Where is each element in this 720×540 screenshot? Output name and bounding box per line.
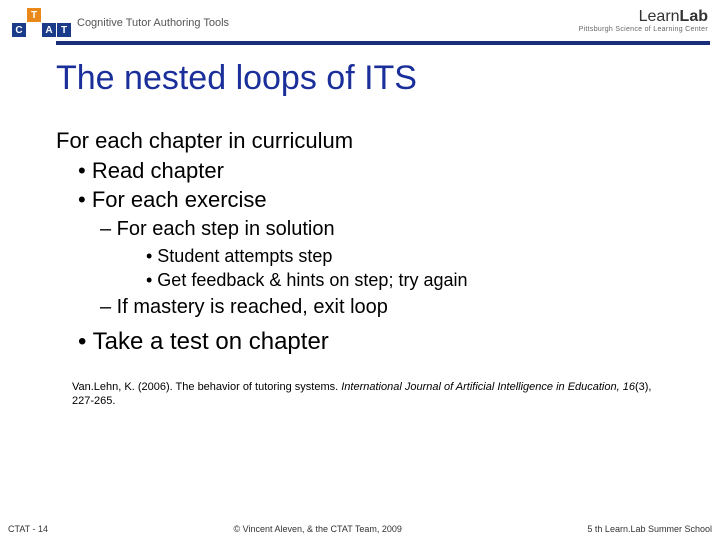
citation-italic: International Journal of Artificial Inte… [341, 381, 635, 393]
citation: Van.Lehn, K. (2006). The behavior of tut… [72, 380, 670, 409]
line-l0: For each chapter in curriculum [56, 126, 670, 156]
line-l2a: – For each step in solution [100, 215, 670, 244]
learnlab-name: LearnLab [579, 8, 708, 26]
citation-plain: Van.Lehn, K. (2006). The behavior of tut… [72, 381, 341, 393]
ctat-tagline: Cognitive Tutor Authoring Tools [77, 17, 229, 29]
footer-left: CTAT - 14 [8, 524, 48, 534]
slide-title: The nested loops of ITS [56, 59, 670, 98]
footer-right: 5 th Learn.Lab Summer School [587, 524, 712, 534]
line-l1a: • Read chapter [78, 156, 670, 186]
ctat-letter: A [42, 23, 56, 37]
learnlab-logo: LearnLab Pittsburgh Science of Learning … [579, 8, 708, 33]
ctat-letter: T [57, 23, 71, 37]
line-l1b: • For each exercise [78, 185, 670, 215]
line-l1c: • Take a test on chapter [78, 326, 670, 358]
ctat-letter: T [27, 8, 41, 22]
slide-content: The nested loops of ITS For each chapter… [0, 45, 720, 409]
footer-mid: © Vincent Aleven, & the CTAT Team, 2009 [48, 524, 587, 534]
header: T C A T Cognitive Tutor Authoring Tools … [0, 0, 720, 41]
ctat-logo-icon: T C A T [12, 8, 71, 37]
ctat-letter: C [12, 23, 26, 37]
footer: CTAT - 14 © Vincent Aleven, & the CTAT T… [0, 524, 720, 534]
line-l3a: • Student attempts step [146, 244, 670, 268]
line-l2b: – If mastery is reached, exit loop [100, 293, 670, 322]
ctat-logo-block: T C A T Cognitive Tutor Authoring Tools [12, 8, 229, 37]
learnlab-sub: Pittsburgh Science of Learning Center [579, 26, 708, 33]
line-l3b: • Get feedback & hints on step; try agai… [146, 268, 670, 292]
